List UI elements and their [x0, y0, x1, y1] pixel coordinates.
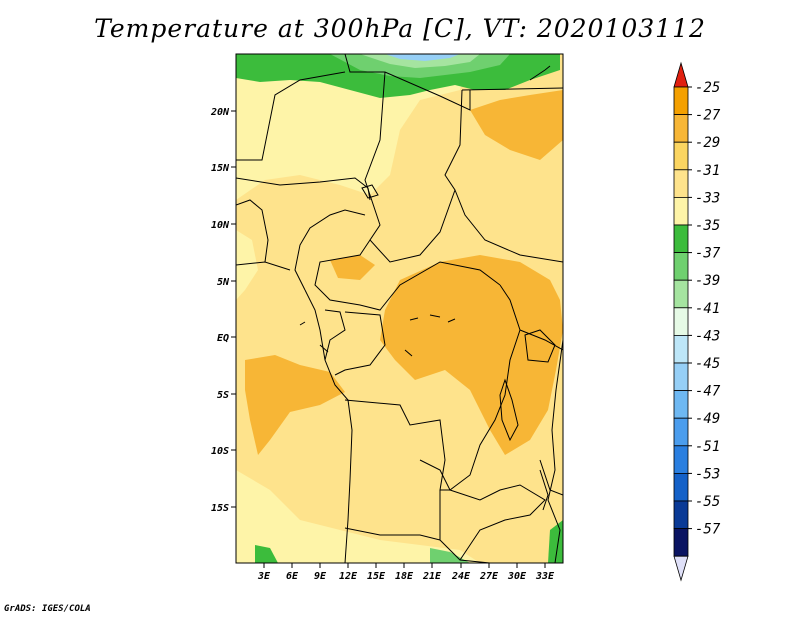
lat-label: 10N: [211, 220, 230, 231]
colorbar-label: -41: [695, 301, 720, 317]
lon-label: 30E: [507, 571, 527, 582]
border-zambia: [449, 484, 546, 561]
colorbar-label: -43: [695, 328, 720, 344]
colorbar-swatch: [673, 334, 689, 364]
field-blue-top: [385, 54, 460, 61]
lon-label: 24E: [451, 571, 471, 582]
lon-axis: [263, 563, 546, 568]
coastline-west: [304, 289, 353, 563]
field-green-bottom-left: [255, 545, 278, 563]
lon-label: 6E: [286, 571, 299, 582]
map-frame-border: [235, 53, 564, 564]
colorbar-swatch: [673, 390, 689, 419]
colorbar-label: -39: [695, 273, 720, 289]
colorbar-label: -25: [695, 80, 720, 96]
colorbar-swatch: [673, 86, 689, 116]
lat-label: 20N: [210, 107, 230, 118]
coastline-east: [547, 339, 563, 563]
colorbar-swatch: [673, 114, 689, 143]
lat-axis: [231, 110, 236, 508]
border-cameroon-gabon: [324, 309, 346, 361]
border-angola-namibia: [344, 527, 441, 541]
border-drc-east: [419, 284, 521, 491]
lon-label: 9E: [314, 571, 327, 582]
lon-label: 18E: [395, 571, 414, 582]
lat-label: 5N: [217, 277, 230, 288]
colorbar-label: -57: [695, 522, 721, 538]
colorbar-swatch: [673, 362, 689, 392]
field-warm-west: [245, 355, 345, 455]
lat-label: 10S: [211, 446, 229, 457]
colorbar-label: -51: [695, 439, 720, 455]
colorbar-bottom-arrow: [673, 555, 689, 582]
colorbar-swatch: [673, 169, 689, 198]
colorbar-swatch: [673, 279, 689, 309]
country-borders: [236, 54, 563, 563]
colorbar-swatch: [673, 500, 689, 530]
lon-label: 15E: [367, 571, 386, 582]
border-angola-zambia: [439, 490, 491, 563]
colorbar-label: -29: [695, 135, 720, 151]
field-warm-north-mid: [330, 255, 375, 280]
field-warm-central: [380, 255, 563, 455]
lon-label: 33E: [535, 571, 555, 582]
field-green-bottom-right: [548, 520, 563, 563]
border-algeria-libya: [344, 54, 471, 111]
lake-chad: [361, 184, 379, 199]
credit-label: GrADS: IGES/COLA: [4, 604, 91, 614]
colorbar-top-arrow: [673, 61, 689, 88]
river-congo-2: [299, 321, 413, 357]
lat-label: EQ: [217, 333, 229, 344]
colorbar-label: -45: [695, 356, 720, 372]
colorbar-swatch: [673, 141, 689, 171]
colorbar-label: -31: [695, 163, 720, 179]
lat-label: 15S: [211, 503, 229, 514]
lake-victoria: [524, 329, 556, 363]
colorbar-label: -47: [695, 384, 721, 400]
border-congo: [334, 311, 386, 376]
river-congo-1: [409, 314, 456, 323]
field-cool-south: [236, 470, 480, 563]
colorbar-label: -55: [695, 494, 720, 510]
field-cool-west: [236, 230, 258, 300]
colorbar-label: -37: [695, 246, 721, 262]
border-niger-chad: [236, 71, 346, 161]
colorbar-swatch: [673, 224, 689, 254]
lat-labels: 20N 15N 10N 5N EQ 5S 10S 15S: [210, 107, 230, 514]
border-tanzania: [519, 329, 563, 351]
colorbar-swatch: [673, 528, 689, 557]
lat-label: 15N: [211, 163, 230, 174]
border-west-coast: [236, 199, 269, 263]
border-chad: [364, 71, 463, 263]
lake-malawi: [539, 469, 549, 511]
colorbar-swatch: [673, 252, 689, 281]
colorbar-label: -49: [695, 411, 720, 427]
border-sudan-south: [454, 189, 563, 263]
colorbar-label: -35: [695, 218, 720, 234]
coastline-redsea: [529, 65, 551, 81]
colorbar: -25 -27 -29 -31 -33 -35 -37 -39 -41 -43 -45 -47 -49 -…: [673, 61, 721, 582]
border-car: [314, 239, 501, 311]
border-nigeria-cameroon: [294, 209, 366, 291]
field-warm-northeast: [470, 90, 563, 160]
colorbar-swatch: [673, 417, 689, 447]
lon-label: 27E: [479, 571, 499, 582]
lat-label: 5S: [217, 390, 229, 401]
colorbar-swatch: [673, 445, 689, 474]
colorbar-swatch: [673, 307, 689, 336]
colorbar-label: -33: [695, 190, 720, 206]
colorbar-swatch: [673, 472, 689, 502]
lake-tanganyika: [499, 378, 519, 442]
lon-label: 3E: [257, 571, 271, 582]
lon-label: 12E: [339, 571, 358, 582]
border-sudan: [461, 87, 563, 91]
colorbar-label: -53: [695, 466, 720, 482]
lon-label: 21E: [422, 571, 442, 582]
colorbar-label: -27: [695, 108, 721, 124]
colorbar-swatch: [673, 196, 689, 226]
page-title: Temperature at 300hPa [C], VT: 202010311…: [94, 14, 706, 43]
lon-labels: 3E 6E 9E 12E 15E 18E 21E 24E 27E 30E 33E: [257, 571, 555, 582]
